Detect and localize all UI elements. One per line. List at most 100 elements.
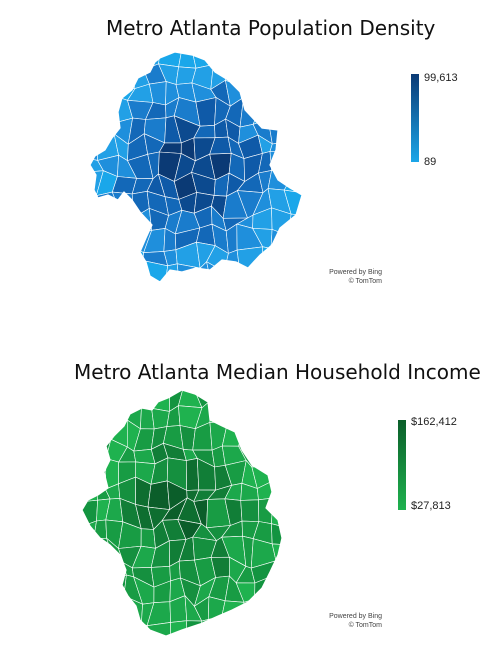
tract-region xyxy=(90,226,101,252)
tract-region xyxy=(99,86,118,108)
tract-region xyxy=(129,52,145,71)
tract-region xyxy=(185,458,200,491)
tract-region xyxy=(90,65,103,89)
legend-color-scale xyxy=(411,74,419,162)
tract-region xyxy=(267,170,295,191)
tract-region xyxy=(82,402,96,428)
tract-region xyxy=(146,622,172,636)
tract-region xyxy=(92,402,109,431)
population-density-panel: Metro Atlanta Population Density 99,613 … xyxy=(0,0,494,320)
legend-color-scale xyxy=(398,420,406,510)
tract-region xyxy=(208,52,231,65)
map-title: Metro Atlanta Population Density xyxy=(106,16,436,40)
tract-region xyxy=(96,266,121,282)
tract-region xyxy=(137,390,152,409)
tract-region xyxy=(90,86,103,108)
tract-region xyxy=(292,52,302,71)
tract-region xyxy=(221,616,247,636)
tract-region xyxy=(275,64,294,90)
tract-region xyxy=(90,458,107,490)
map-credit: Powered by Bing © TomTom xyxy=(329,268,382,286)
powered-by-bing-text: Powered by Bing xyxy=(329,613,382,620)
tract-region xyxy=(178,52,197,69)
tract-region xyxy=(267,104,292,127)
tract-region xyxy=(261,269,279,282)
tract-region xyxy=(236,60,263,88)
tract-region xyxy=(147,480,170,510)
tract-region xyxy=(288,103,302,127)
tract-region xyxy=(89,619,112,636)
tract-region xyxy=(276,52,295,69)
tract-region xyxy=(270,228,292,249)
tract-region xyxy=(258,497,274,525)
tract-region xyxy=(82,442,92,465)
tract-region xyxy=(82,520,97,546)
tract-region xyxy=(170,620,188,636)
tract-region xyxy=(236,246,264,273)
tract-region xyxy=(97,211,122,228)
tract-region xyxy=(123,621,142,636)
legend-min-label: $27,813 xyxy=(411,500,451,512)
metro-outline xyxy=(81,389,283,637)
tract-region xyxy=(240,499,260,522)
legend-max-label: $162,412 xyxy=(411,416,457,428)
tract-region xyxy=(285,141,302,164)
tract-region xyxy=(271,523,282,545)
tract-region xyxy=(258,52,278,69)
tract-region xyxy=(103,620,126,636)
median-income-map[interactable] xyxy=(0,340,494,664)
tract-region xyxy=(82,538,97,560)
tract-region xyxy=(82,480,98,503)
tract-region xyxy=(82,425,96,448)
tract-region xyxy=(211,390,229,401)
tract-region xyxy=(140,528,156,549)
tract-region xyxy=(241,390,259,411)
tract-region xyxy=(90,52,103,67)
metro-outline xyxy=(89,51,303,283)
tract-region xyxy=(251,614,271,636)
tract-region xyxy=(288,213,302,237)
tract-region xyxy=(105,390,119,403)
tract-region xyxy=(287,81,302,106)
tract-region xyxy=(90,115,106,140)
powered-by-bing-text: Powered by Bing xyxy=(329,269,382,276)
legend-max-label: 99,613 xyxy=(424,72,458,84)
tract-region xyxy=(82,614,93,636)
tract-region xyxy=(251,390,274,411)
tract-region xyxy=(270,241,292,270)
tract-region xyxy=(82,593,95,620)
tract-region xyxy=(243,78,263,105)
population-density-map[interactable] xyxy=(0,0,494,320)
tract-region xyxy=(117,390,142,409)
tract-region xyxy=(288,225,302,256)
tract-region xyxy=(96,115,116,140)
tract-region xyxy=(119,212,134,235)
tract-region xyxy=(82,581,97,603)
tract-region xyxy=(223,270,241,282)
tract-region xyxy=(251,444,276,468)
tract-region xyxy=(261,60,278,81)
tract-region xyxy=(261,78,277,105)
tract-region xyxy=(227,399,246,423)
legend-min-label: 89 xyxy=(424,156,437,168)
census-tract-regions xyxy=(90,52,302,282)
tract-region xyxy=(90,264,99,282)
tract-region xyxy=(273,560,282,582)
tract-region xyxy=(115,245,133,268)
tract-region xyxy=(266,439,282,468)
tract-region xyxy=(290,123,302,144)
tract-region xyxy=(103,595,126,623)
tract-region xyxy=(90,390,109,404)
tract-region xyxy=(238,270,263,282)
tract-region xyxy=(98,52,122,68)
tract-region xyxy=(274,422,282,447)
tract-region xyxy=(266,462,282,482)
tract-region xyxy=(82,461,97,483)
tract-region xyxy=(221,390,247,406)
tract-region xyxy=(111,191,134,219)
tract-region xyxy=(90,210,101,228)
tract-region xyxy=(90,250,99,271)
map-title: Metro Atlanta Median Household Income xyxy=(74,360,481,384)
tract-region xyxy=(258,408,277,426)
tract-region xyxy=(267,118,294,145)
